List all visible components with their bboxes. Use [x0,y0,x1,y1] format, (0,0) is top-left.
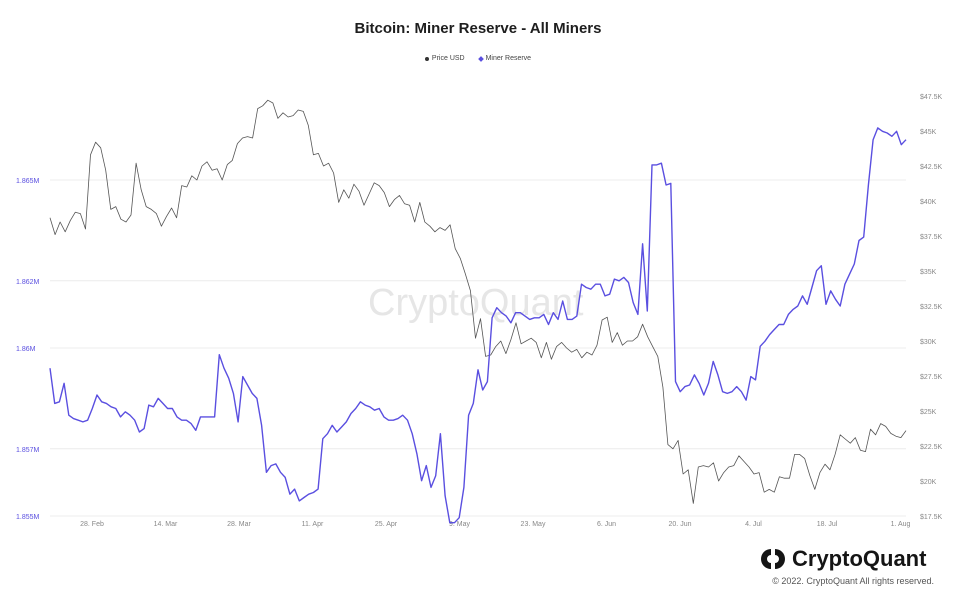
brand: CryptoQuant [760,546,926,572]
x-axis-tick-label: 20. Jun [669,521,692,528]
legend-price-marker [424,56,429,61]
brand-name: CryptoQuant [792,546,927,571]
right-axis-tick-label: $30K [920,339,937,346]
right-axis-tick-label: $27.5K [920,374,943,381]
cryptoquant-logo-icon [761,549,785,569]
right-axis-tick-label: $35K [920,269,937,276]
copyright-text: © 2022. CryptoQuant All rights reserved. [772,576,934,586]
watermark: CryptoQuant [368,282,584,324]
right-axis-tick-label: $32.5K [920,304,943,311]
x-axis-tick-label: 18. Jul [817,521,838,528]
legend-item-reserve[interactable]: Miner Reserve [477,55,532,62]
x-axis-tick-label: 11. Apr [302,521,324,528]
left-axis-tick-label: 1.862M [16,279,40,286]
left-axis-tick-label: 1.857M [16,447,40,454]
x-axis-tick-label: 28. Feb [80,521,104,528]
price-usd-line [49,99,907,504]
x-axis-tick-label: 1. Aug [891,521,911,528]
left-axis-tick-label: 1.855M [16,514,40,521]
chart-title: Bitcoin: Miner Reserve - All Miners [354,20,602,37]
x-axis-tick-label: 6. Jun [597,521,616,528]
x-axis-tick-label: 14. Mar [154,521,178,528]
left-axis-tick-label: 1.865M [16,178,40,185]
right-axis-tick-label: $37.5K [920,234,943,241]
right-axis-tick-label: $20K [920,479,937,486]
right-axis-tick-label: $25K [920,409,937,416]
x-axis-tick-label: 9. May [449,521,471,528]
legend-reserve-label: Miner Reserve [485,55,532,62]
x-axis-tick-label: 4. Jul [745,521,762,528]
left-axis-tick-label: 1.86M [16,346,36,353]
x-axis-tick-label: 23. May [521,521,546,528]
legend-item-price[interactable]: Price USD [424,55,465,62]
right-axis-tick-label: $42.5K [920,164,943,171]
x-axis-tick-label: 25. Apr [375,521,398,528]
miner-reserve-line [49,127,907,524]
chart-legend: Price USD Miner Reserve [0,55,956,63]
right-axis-tick-label: $45K [920,129,937,136]
x-axis-tick-label: 28. Mar [227,521,251,528]
right-axis-tick-label: $17.5K [920,514,943,521]
right-axis-tick-label: $22.5K [920,444,943,451]
right-axis-tick-label: $47.5K [920,94,943,101]
right-axis-tick-label: $40K [920,199,937,206]
legend-price-label: Price USD [431,55,465,62]
